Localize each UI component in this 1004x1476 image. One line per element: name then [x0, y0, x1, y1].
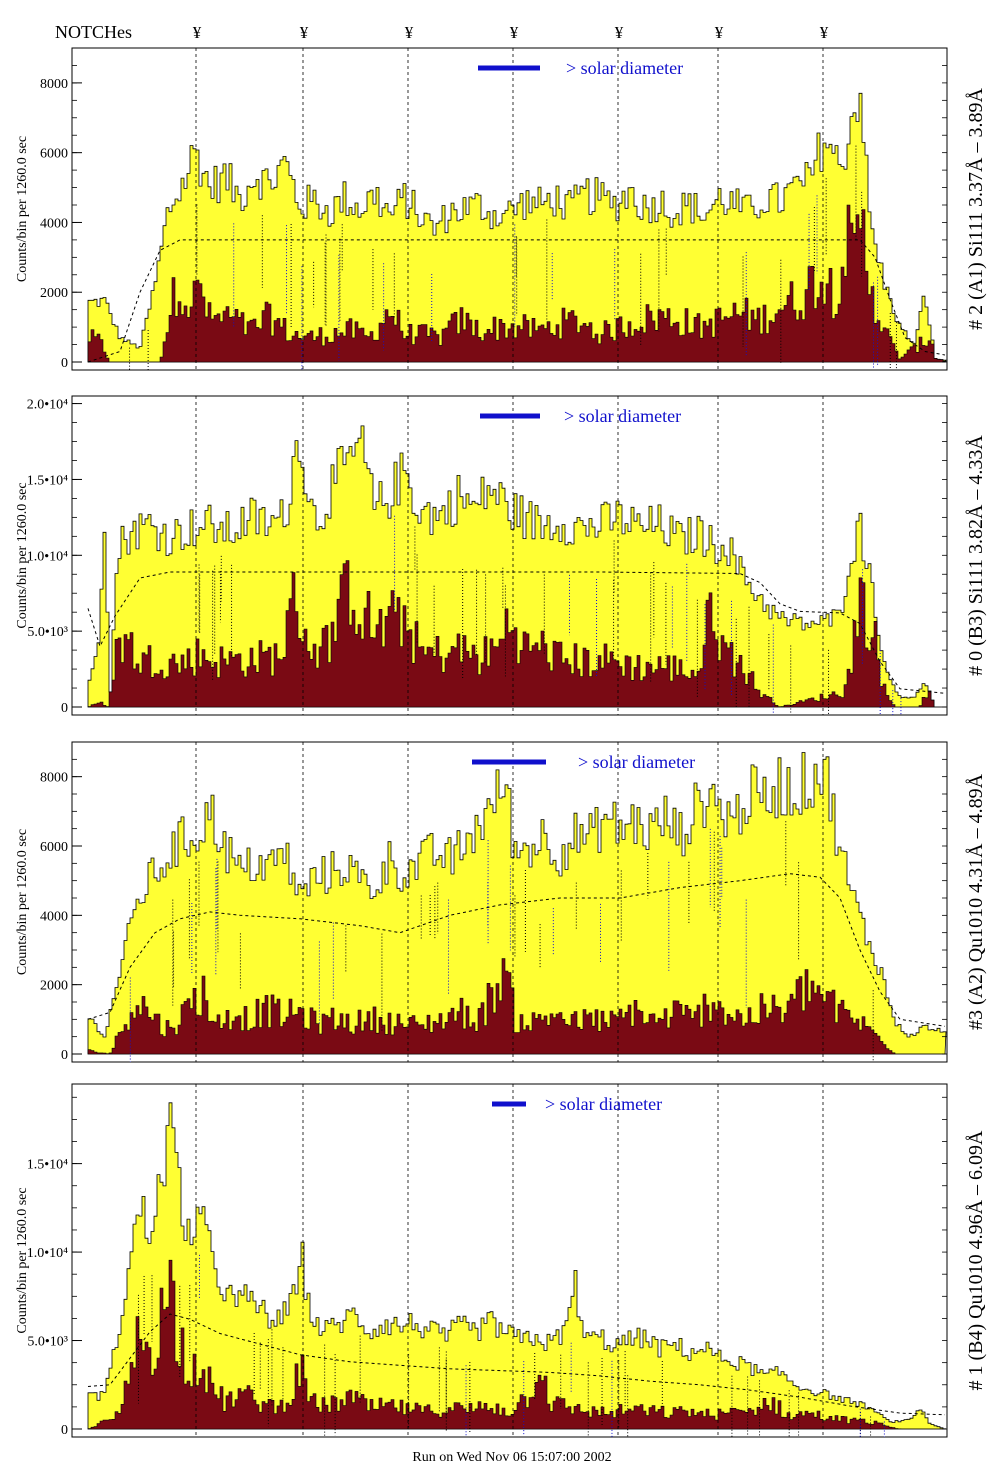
model-curve — [87, 1313, 946, 1416]
panel-title: # 0 (B3) Si111 3.82Å – 4.33Å — [965, 435, 987, 676]
y-tick-label: 8000 — [40, 771, 68, 786]
notch-symbol: ¥ — [510, 23, 519, 42]
spectrum-panel: 0 5.0•10³ 1.0•10⁴ 1.5•10⁴ Counts/bin per 126… — [15, 1083, 987, 1438]
y-tick-label: 0 — [61, 701, 68, 716]
y-axis-label: Counts/bin per 1260.0 sec — [15, 829, 30, 975]
y-tick-label: 6000 — [40, 840, 68, 855]
model-curve — [87, 873, 946, 1027]
spectrum-panel: 0 2000 4000 6000 8000 Counts/bin per 1260.0 s… — [15, 741, 987, 1063]
y-axis-label: Counts/bin per 1260.0 sec — [15, 1187, 30, 1333]
panel-title: # 2 (A1) Si111 3.37Å – 3.89Å — [965, 88, 987, 330]
y-tick-label: 6000 — [40, 147, 68, 162]
run-timestamp: Run on Wed Nov 06 15:07:00 2002 — [412, 1450, 611, 1465]
y-tick-label: 5.0•10³ — [27, 625, 68, 640]
y-tick-label: 1.0•10⁴ — [27, 549, 68, 564]
solar-diameter-label: > solar diameter — [566, 58, 683, 78]
y-tick-label: 2.0•10⁴ — [27, 398, 68, 413]
model-curve — [87, 239, 946, 363]
y-tick-label: 2000 — [40, 979, 68, 994]
notch-symbol: ¥ — [715, 23, 724, 42]
spectrum-panel: 0 2000 4000 6000 8000 Counts/bin per 1260.0 s… — [15, 47, 987, 371]
notch-symbol: ¥ — [820, 23, 829, 42]
y-tick-label: 1.5•10⁴ — [27, 473, 68, 488]
notch-symbols: ¥ ¥ ¥ ¥ ¥ ¥ ¥ — [193, 23, 829, 42]
panel-title: #3 (A2) Qu1010 4.31Å – 4.89Å — [965, 773, 987, 1030]
subset-counts-histogram — [87, 958, 946, 1055]
spectrum-panel: 0 5.0•10³ 1.0•10⁴ 1.5•10⁴ 2.0•10⁴ Counts/bin … — [15, 395, 987, 716]
y-tick-label: 4000 — [40, 216, 68, 231]
y-tick-label: 2000 — [40, 286, 68, 301]
y-tick-label: 8000 — [40, 77, 68, 92]
notch-symbol: ¥ — [193, 23, 202, 42]
panel-title: # 1 (B4) Qu1010 4.96Å – 6.09Å — [965, 1130, 987, 1391]
subset-counts-histogram — [87, 1259, 946, 1430]
subset-counts-histogram — [87, 204, 947, 363]
y-axis-label: Counts/bin per 1260.0 sec — [15, 482, 30, 628]
y-axis-label: Counts/bin per 1260.0 sec — [15, 136, 30, 282]
y-tick-label: 1.5•10⁴ — [27, 1158, 68, 1173]
notches-label: NOTCHes — [55, 22, 132, 42]
notch-symbol: ¥ — [615, 23, 624, 42]
y-tick-label: 0 — [61, 1423, 68, 1438]
y-tick-label: 0 — [61, 356, 68, 371]
solar-diameter-label: > solar diameter — [564, 406, 681, 426]
y-tick-label: 5.0•10³ — [27, 1335, 68, 1350]
solar-diameter-label: > solar diameter — [545, 1094, 662, 1114]
notch-symbol: ¥ — [300, 23, 309, 42]
total-counts-histogram — [87, 92, 947, 363]
model-curve — [87, 571, 946, 694]
notch-symbol: ¥ — [405, 23, 414, 42]
solar-diameter-label: > solar diameter — [578, 752, 695, 772]
y-tick-label: 1.0•10⁴ — [27, 1246, 68, 1261]
y-tick-label: 4000 — [40, 909, 68, 924]
total-counts-histogram — [87, 425, 946, 708]
y-tick-label: 0 — [61, 1048, 68, 1063]
total-counts-histogram — [87, 1102, 947, 1430]
panels: 0 2000 4000 6000 8000 Counts/bin per 1260.0 s… — [15, 47, 987, 1438]
